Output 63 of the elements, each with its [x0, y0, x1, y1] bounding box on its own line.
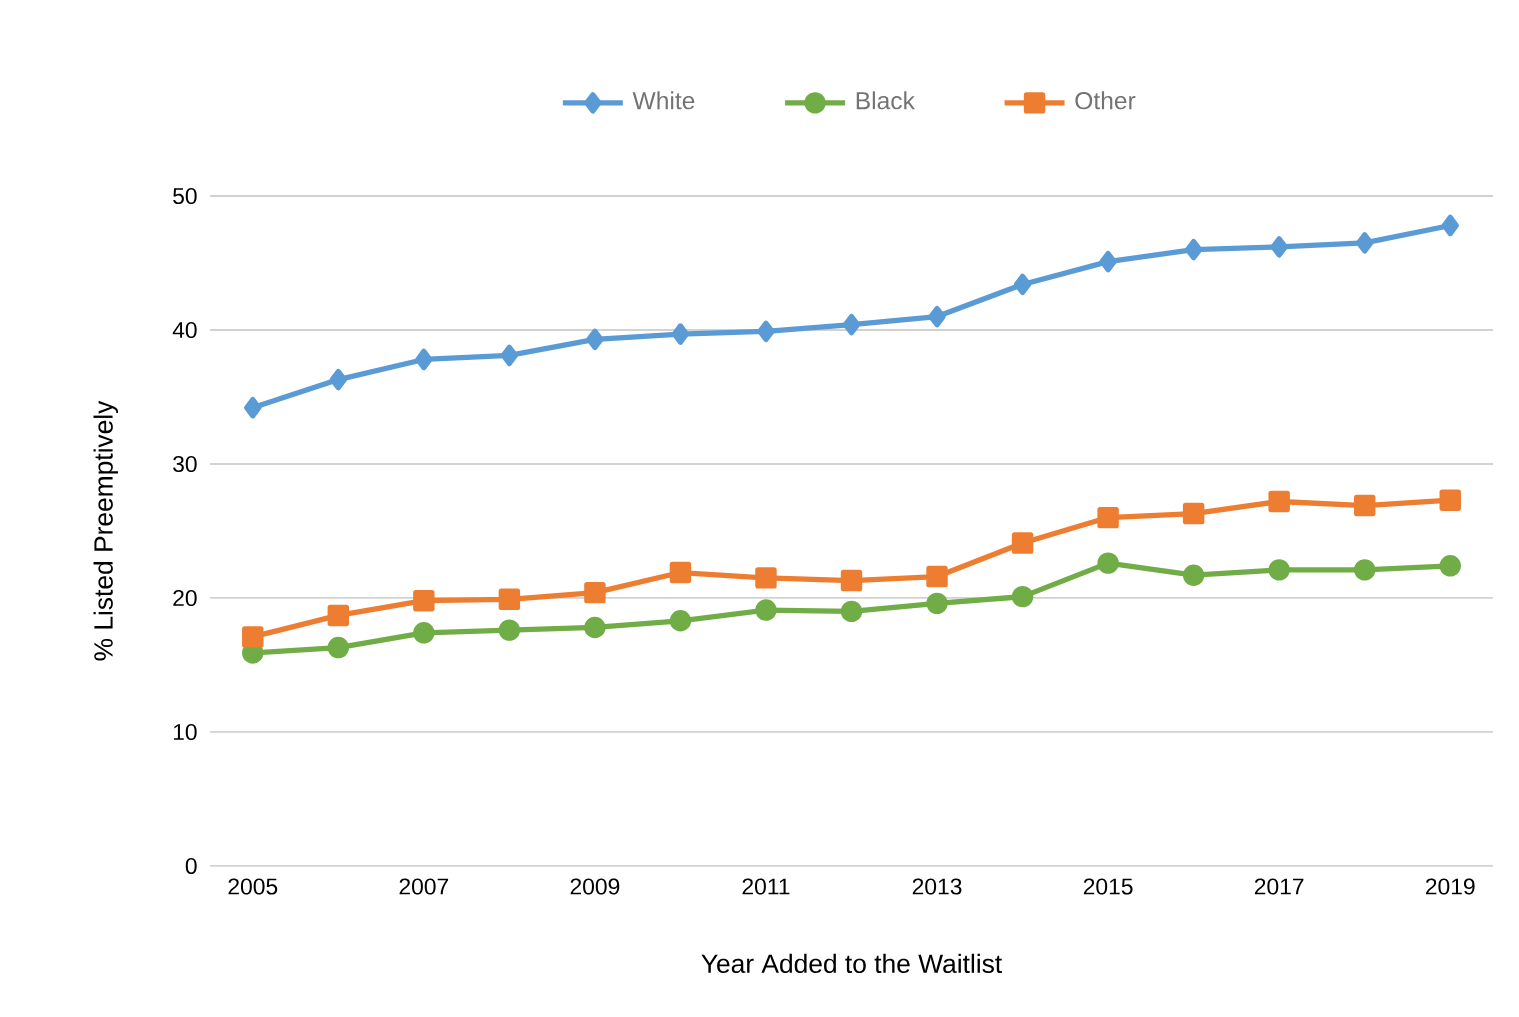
x-axis-title: Year Added to the Waitlist — [701, 953, 1002, 974]
point — [1356, 232, 1374, 254]
x-tick-label: 2005 — [228, 878, 278, 895]
legend-label: White — [632, 91, 695, 110]
point — [415, 348, 433, 371]
x-tick-label: 2015 — [1083, 878, 1133, 895]
point — [327, 604, 350, 627]
x-tick-label: 2013 — [912, 878, 962, 895]
point — [842, 313, 861, 336]
point — [242, 626, 264, 648]
point — [757, 320, 775, 343]
point — [1268, 559, 1290, 581]
point — [926, 592, 948, 615]
point — [1011, 532, 1034, 554]
point — [1353, 494, 1376, 517]
point — [498, 619, 521, 641]
point — [1353, 559, 1376, 581]
y-tick-label: 10 — [173, 723, 197, 741]
y-tick-label: 0 — [185, 857, 197, 875]
point — [1182, 502, 1205, 525]
point — [1182, 564, 1205, 586]
x-tick-label: 2017 — [1254, 878, 1304, 895]
point — [1268, 490, 1290, 513]
x-tick-label: 2007 — [399, 878, 449, 895]
point — [1270, 236, 1288, 258]
point — [840, 600, 863, 623]
y-tick-label: 50 — [173, 187, 197, 205]
point — [498, 588, 521, 611]
x-tick-label: 2011 — [742, 878, 790, 895]
point — [1439, 489, 1461, 511]
point — [244, 396, 262, 419]
point — [1441, 214, 1459, 237]
y-tick-label: 30 — [173, 455, 197, 473]
point — [413, 622, 435, 644]
point — [1011, 585, 1034, 608]
point — [669, 610, 692, 632]
point — [755, 567, 777, 589]
y-tick-label: 40 — [172, 321, 197, 339]
point — [1097, 506, 1119, 529]
point — [584, 581, 606, 604]
y-tick-label: 20 — [173, 589, 197, 607]
point — [755, 599, 777, 621]
point — [669, 561, 692, 584]
legend-label: Black — [856, 91, 915, 110]
point — [671, 323, 690, 345]
legend-label: Other — [1075, 91, 1136, 110]
point — [1013, 273, 1032, 296]
point — [928, 305, 946, 328]
point — [327, 636, 350, 659]
y-axis-title: % Listed Preemptively — [93, 400, 119, 661]
point — [1097, 552, 1119, 574]
point — [500, 344, 519, 367]
point — [1184, 238, 1203, 261]
point — [840, 569, 863, 592]
point — [1099, 250, 1117, 273]
point — [329, 368, 348, 391]
point — [413, 589, 435, 612]
x-tick-label: 2009 — [570, 878, 620, 895]
point — [584, 616, 606, 639]
point — [926, 565, 948, 588]
point — [586, 328, 604, 351]
x-tick-label: 2019 — [1425, 878, 1475, 895]
point — [1439, 555, 1461, 577]
